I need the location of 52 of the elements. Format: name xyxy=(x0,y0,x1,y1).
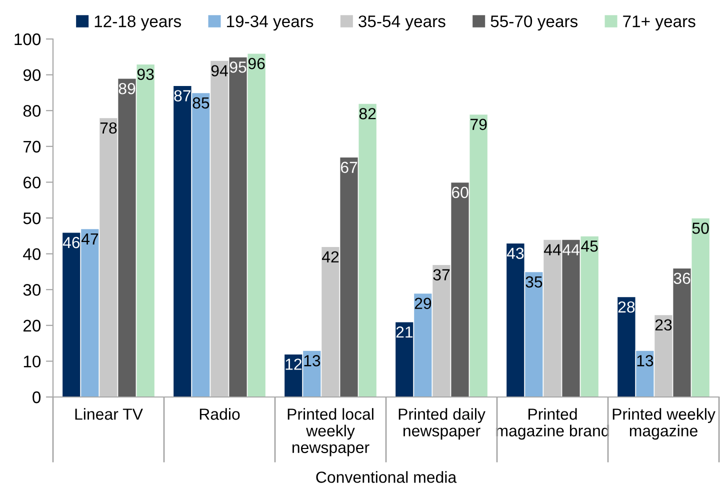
x-tick-label: Printed local weekly newspaper xyxy=(288,408,374,456)
y-tick-label: 70 xyxy=(24,140,41,153)
y-tick-label: 80 xyxy=(23,105,41,117)
data-label: 36 xyxy=(674,272,690,284)
legend-label: 55-70 years xyxy=(490,15,578,31)
data-label: 96 xyxy=(248,58,265,70)
y-tick-label: 20 xyxy=(23,320,41,332)
data-label: 28 xyxy=(618,301,635,313)
legend-label: 12-18 years xyxy=(94,15,181,31)
data-label: 45 xyxy=(581,240,598,252)
legend-label: 19-34 years xyxy=(227,15,314,31)
data-label: 29 xyxy=(414,298,432,310)
y-tick-label: 40 xyxy=(23,248,41,260)
data-label: 13 xyxy=(304,355,320,366)
data-label: 37 xyxy=(433,269,450,280)
x-tick-label: Radio xyxy=(200,408,240,420)
y-tick-label: 10 xyxy=(24,356,41,368)
data-label: 78 xyxy=(100,122,117,134)
y-tick-label: 50 xyxy=(23,212,41,224)
data-label: 44 xyxy=(562,244,580,256)
data-label: 85 xyxy=(192,97,210,109)
data-label: 67 xyxy=(340,162,358,174)
data-label: 87 xyxy=(174,90,191,102)
x-axis-title: Conventional media xyxy=(316,471,457,483)
y-tick-label: 0 xyxy=(32,391,41,404)
x-tick-label: Printed daily newspaper xyxy=(398,408,486,440)
data-label: 60 xyxy=(452,186,468,198)
data-label: 94 xyxy=(211,65,228,76)
x-tick-label: Linear TV xyxy=(75,408,143,420)
data-label: 47 xyxy=(81,233,98,244)
x-tick-label: Printed weekly magazine xyxy=(612,408,716,440)
y-tick-label: 100 xyxy=(14,33,41,46)
data-label: 13 xyxy=(637,355,654,366)
data-label: 12 xyxy=(286,358,302,370)
data-label: 82 xyxy=(359,108,376,120)
data-label: 89 xyxy=(118,82,136,94)
data-label: 21 xyxy=(396,326,413,338)
y-tick-label: 30 xyxy=(23,284,41,296)
data-label: 44 xyxy=(544,244,561,256)
data-label: 50 xyxy=(692,222,709,234)
data-label: 46 xyxy=(62,236,80,248)
data-label: 42 xyxy=(322,251,339,262)
y-tick-label: 90 xyxy=(23,69,41,82)
legend-label: 35-54 years xyxy=(358,15,446,31)
data-label: 35 xyxy=(526,276,542,288)
data-label: 95 xyxy=(230,61,246,73)
y-tick-label: 60 xyxy=(24,176,41,188)
data-label: 79 xyxy=(470,118,487,130)
data-label: 93 xyxy=(137,68,154,80)
legend-label: 71+ years xyxy=(623,16,696,31)
data-label: 23 xyxy=(655,319,672,331)
data-label: 43 xyxy=(506,248,524,259)
